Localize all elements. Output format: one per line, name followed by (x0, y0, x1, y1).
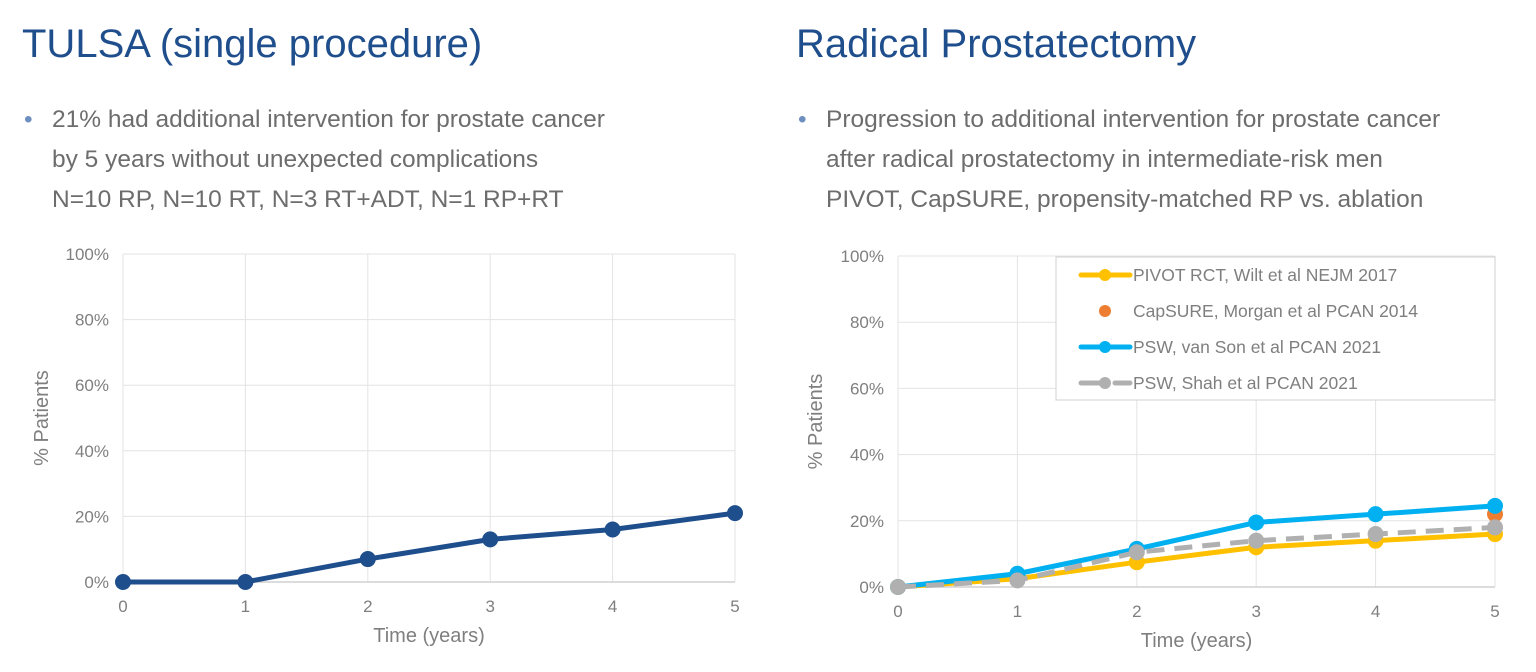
series-line (897, 524, 1496, 590)
data-point (727, 505, 743, 522)
x-tick-label: 1 (1013, 602, 1022, 621)
series-line (897, 503, 1496, 590)
data-point (1367, 506, 1384, 523)
data-point (890, 579, 906, 595)
legend-label: PSW, van Son et al PCAN 2021 (1133, 337, 1381, 357)
x-tick-label: 3 (485, 597, 494, 616)
data-point (359, 551, 376, 568)
bullet-line: after radical prostatectomy in intermedi… (826, 146, 1383, 173)
x-tick-label: 5 (1490, 602, 1499, 621)
y-tick-label: 100% (841, 247, 884, 266)
x-tick-label: 0 (893, 602, 902, 621)
legend-marker (1099, 341, 1111, 353)
x-tick-label: 2 (363, 597, 372, 616)
data-point (115, 574, 131, 590)
legend-marker (1099, 377, 1111, 389)
left-title: TULSA (single procedure) (22, 22, 483, 66)
legend-label: CapSURE, Morgan et al PCAN 2014 (1133, 301, 1418, 321)
y-tick-label: 20% (850, 512, 884, 531)
y-tick-label: 60% (850, 379, 884, 398)
right-bullet: • Progression to additional intervention… (798, 100, 1441, 220)
x-tick-label: 4 (608, 597, 617, 616)
y-tick-label: 20% (75, 507, 109, 526)
y-tick-label: 40% (850, 446, 884, 465)
y-tick-label: 0% (859, 578, 884, 597)
y-tick-label: 80% (850, 313, 884, 332)
x-tick-label: 2 (1132, 602, 1141, 621)
y-axis-label: % Patients (805, 374, 827, 470)
right-title: Radical Prostatectomy (796, 22, 1197, 66)
legend-box (1055, 256, 1496, 401)
bullet-line: Progression to additional intervention f… (826, 106, 1441, 133)
legend-label: PIVOT RCT, Wilt et al NEJM 2017 (1133, 265, 1397, 285)
x-tick-label: 4 (1371, 602, 1380, 621)
y-tick-label: 40% (75, 442, 109, 461)
bullet-line: 21% had additional intervention for pros… (52, 106, 605, 133)
y-tick-label: 80% (75, 311, 109, 330)
x-tick-label: 5 (730, 597, 739, 616)
bullet-line: by 5 years without unexpected complicati… (52, 146, 539, 173)
data-point (1248, 532, 1265, 549)
data-point (1487, 497, 1503, 514)
x-axis-label: Time (years) (1141, 630, 1252, 652)
bullet-icon: • (24, 106, 33, 133)
data-point (237, 574, 254, 590)
y-axis-label: % Patients (31, 370, 53, 466)
x-tick-label: 0 (118, 597, 127, 616)
bullet-line: PIVOT, CapSURE, propensity-matched RP vs… (826, 186, 1424, 213)
legend-marker (1099, 305, 1111, 317)
data-point (1487, 519, 1503, 536)
series-line (123, 510, 736, 585)
x-tick-label: 3 (1251, 602, 1260, 621)
data-point (1009, 572, 1026, 589)
y-tick-label: 60% (75, 376, 109, 395)
data-point (482, 531, 499, 548)
legend-marker (1099, 269, 1111, 281)
data-point (1248, 514, 1265, 531)
bullet-icon: • (798, 106, 807, 133)
left-bullet: • 21% had additional intervention for pr… (24, 100, 605, 220)
y-tick-label: 100% (66, 245, 109, 264)
x-tick-label: 1 (241, 597, 250, 616)
data-point (604, 521, 621, 538)
data-point (1128, 544, 1145, 561)
bullet-line: N=10 RP, N=10 RT, N=3 RT+ADT, N=1 RP+RT (52, 186, 564, 213)
legend-label: PSW, Shah et al PCAN 2021 (1133, 373, 1358, 393)
data-point (1367, 526, 1384, 543)
x-axis-label: Time (years) (373, 625, 484, 647)
y-tick-label: 0% (84, 573, 109, 592)
